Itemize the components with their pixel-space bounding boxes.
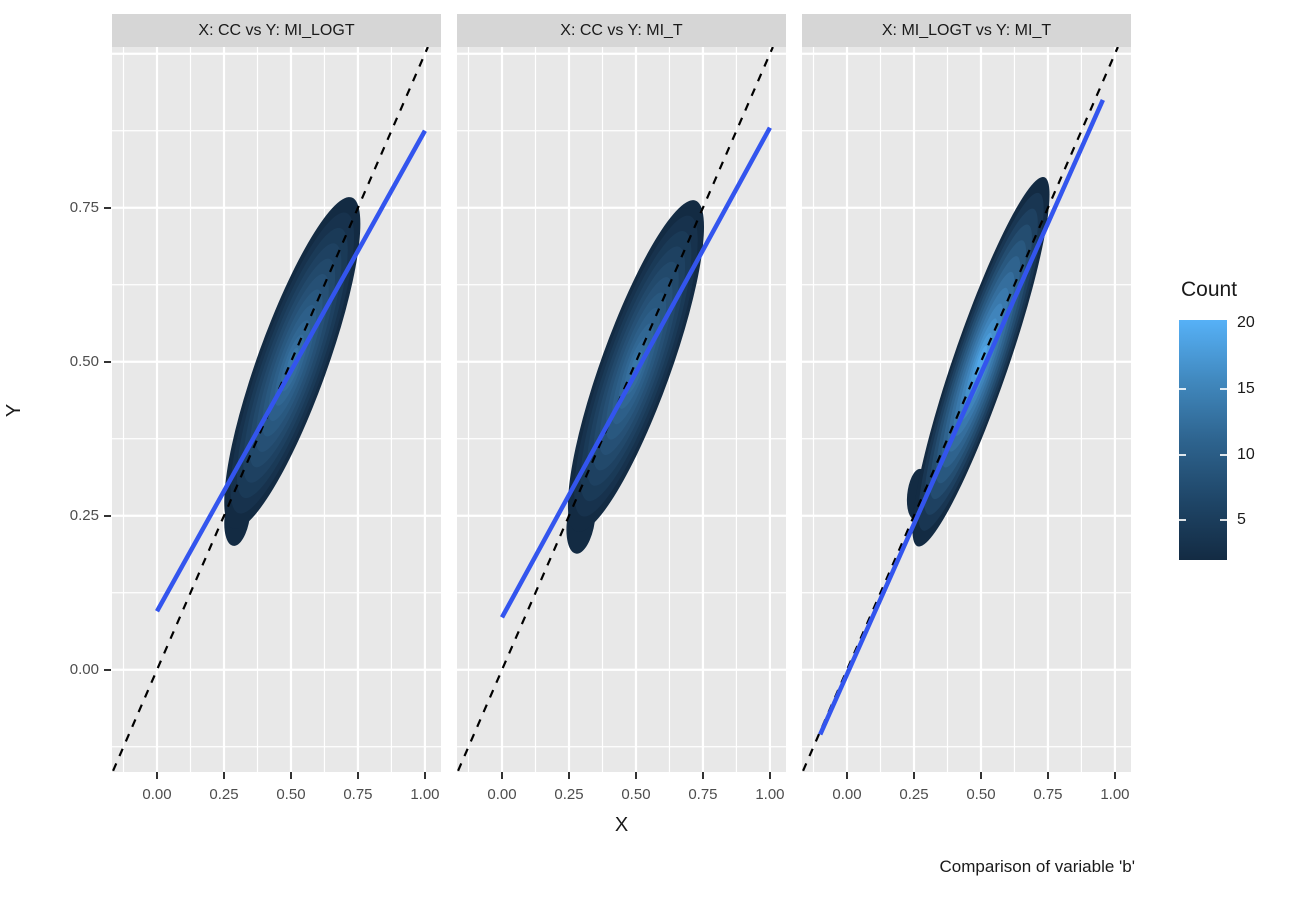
legend-gradient-bar (1179, 320, 1227, 560)
y-axis-tick (104, 206, 111, 209)
facet-strip-2: X: CC vs Y: MI_T (457, 14, 786, 47)
x-axis-tick (979, 772, 982, 779)
x-axis-tick-label: 0.00 (832, 786, 862, 803)
x-axis-tick-label: 1.00 (755, 786, 785, 803)
x-axis-tick (1113, 772, 1116, 779)
y-axis-title: Y (3, 403, 26, 418)
regression-line (500, 126, 772, 619)
x-axis-tick (912, 772, 915, 779)
x-axis-tick-label: 0.25 (209, 786, 239, 803)
y-axis-tick (104, 668, 111, 671)
x-axis-tick-label: 0.75 (1033, 786, 1063, 803)
y-axis-tick (104, 360, 111, 363)
x-axis-tick (423, 772, 426, 779)
legend-title: Count (1181, 278, 1238, 301)
x-axis-tick-label: 0.00 (142, 786, 172, 803)
legend-tick-mark (1179, 387, 1186, 390)
x-axis-tick (634, 772, 637, 779)
regression-line (818, 99, 1105, 736)
legend-tick-label: 15 (1237, 379, 1255, 397)
legend-tick-mark (1179, 519, 1186, 522)
x-axis-tick-label: 0.00 (487, 786, 517, 803)
facet-strip-label: X: CC vs Y: MI_LOGT (198, 21, 355, 39)
x-axis-tick (846, 772, 848, 779)
x-axis-tick-label: 0.75 (343, 786, 373, 803)
y-axis-tick-label: 0.00 (69, 660, 99, 678)
legend-tick-label: 10 (1237, 445, 1255, 463)
y-axis-tick-label: 0.75 (69, 198, 99, 216)
regression-line (155, 129, 427, 613)
facet-strip-label: X: MI_LOGT vs Y: MI_T (881, 21, 1052, 39)
legend-tick-mark (1220, 519, 1227, 522)
x-axis-tick-label: 1.00 (1100, 786, 1130, 803)
x-axis-tick (701, 772, 704, 779)
legend-tick-mark (1179, 453, 1186, 456)
y-axis-tick (104, 514, 111, 517)
x-axis-tick-label: 0.50 (966, 786, 996, 803)
x-axis-tick (222, 772, 225, 779)
legend-tick-mark (1220, 453, 1227, 456)
x-axis-tick (1046, 772, 1049, 779)
x-axis-tick-label: 0.50 (621, 786, 651, 803)
x-axis-tick (156, 772, 158, 779)
facet-panel-2 (457, 47, 786, 772)
x-axis-tick-label: 0.50 (276, 786, 306, 803)
x-axis-title: X (614, 814, 629, 836)
x-axis-tick-label: 0.75 (688, 786, 718, 803)
plot-caption: Comparison of variable 'b' (939, 857, 1135, 876)
x-axis-tick (567, 772, 570, 779)
legend-tick-label: 20 (1237, 313, 1255, 331)
x-axis-tick-label: 0.25 (899, 786, 929, 803)
y-axis-tick-label: 0.25 (69, 506, 99, 524)
x-axis-tick (356, 772, 359, 779)
identity-dashed-line (457, 47, 774, 772)
facet-panel-3 (802, 47, 1131, 772)
x-axis-tick-label: 0.25 (554, 786, 584, 803)
facet-strip-label: X: CC vs Y: MI_T (560, 21, 683, 39)
facet-panel-1 (112, 47, 441, 772)
y-axis-tick-label: 0.50 (69, 352, 99, 370)
facet-strip-1: X: CC vs Y: MI_LOGT (112, 14, 441, 47)
legend-tick-mark (1220, 387, 1227, 390)
facet-strip-3: X: MI_LOGT vs Y: MI_T (802, 14, 1131, 47)
x-axis-tick (768, 772, 771, 779)
x-axis-tick-label: 1.00 (410, 786, 440, 803)
x-axis-tick (501, 772, 503, 779)
x-axis-tick (289, 772, 292, 779)
legend-tick-label: 5 (1237, 511, 1246, 529)
identity-dashed-line (112, 47, 429, 772)
